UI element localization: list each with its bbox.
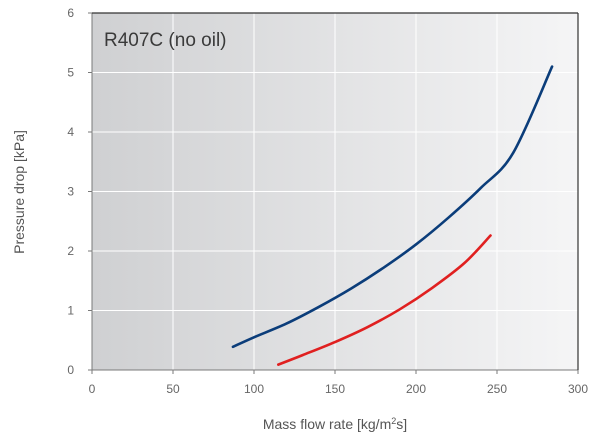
- y-tick-label: 4: [67, 125, 74, 139]
- x-tick-label: 0: [89, 382, 96, 396]
- series-line-1: [231, 65, 554, 349]
- y-axis-label: Pressure drop [kPa]: [11, 130, 27, 254]
- y-tick-label: 3: [67, 185, 74, 199]
- y-tick-label: 1: [67, 304, 74, 318]
- y-tick-label: 5: [67, 66, 74, 80]
- x-axis-label: Mass flow rate [kg/m2s]: [263, 416, 407, 432]
- series-line-2: [277, 234, 492, 366]
- x-tick-label: 250: [487, 382, 507, 396]
- tick-labels: 0 50 100 150 200 250 300 0 1 2 3 4 5 6: [67, 6, 588, 396]
- x-tick-label: 100: [244, 382, 264, 396]
- y-tick-label: 2: [67, 244, 74, 258]
- x-tick-label: 150: [325, 382, 345, 396]
- grid-lines: [92, 13, 578, 370]
- series-group: [231, 65, 554, 366]
- x-tick-label: 50: [166, 382, 180, 396]
- x-tick-label: 200: [406, 382, 426, 396]
- y-tick-label: 6: [67, 6, 74, 20]
- x-tick-label: 300: [568, 382, 588, 396]
- chart-annotation: R407C (no oil): [104, 30, 227, 51]
- y-tick-label: 0: [67, 363, 74, 377]
